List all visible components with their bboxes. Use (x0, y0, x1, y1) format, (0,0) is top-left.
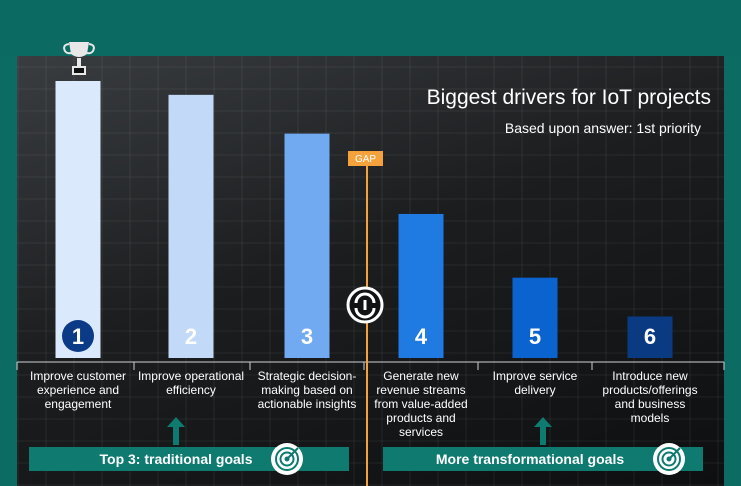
gap-logo-icon (346, 286, 384, 324)
header-band (0, 0, 741, 56)
traditional-goals-label: Top 3: traditional goals (99, 451, 253, 467)
gap-tag (348, 151, 383, 166)
category-label-6: Introduce new products/offerings and bus… (602, 369, 698, 425)
gap-label: GAP (355, 154, 376, 165)
trophy-icon (63, 42, 95, 75)
rank-number-2: 2 (185, 324, 197, 349)
category-label-2: Improve operational efficiency (137, 369, 245, 397)
chart-title: Biggest drivers for IoT projects (426, 86, 711, 109)
chart-panel (17, 56, 724, 486)
bar-5 (512, 277, 558, 358)
bar-2 (168, 94, 214, 358)
target-icon (271, 443, 303, 475)
rank-badge-1 (62, 320, 94, 352)
target-icon (653, 443, 685, 475)
category-label-1: Improve customer experience and engageme… (29, 369, 127, 411)
transformational-goals-label: More transformational goals (435, 451, 625, 467)
bar-4 (398, 213, 444, 358)
rank-number-3: 3 (301, 324, 313, 349)
bar-1 (55, 81, 101, 358)
rank-number-6: 6 (644, 324, 656, 349)
rank-number-5: 5 (529, 324, 541, 349)
transformational-goals-banner: More transformational goals (383, 447, 703, 471)
rank-number-4: 4 (415, 324, 428, 349)
up-arrow-icon (167, 417, 185, 445)
category-label-5: Improve service delivery (492, 369, 578, 397)
category-label-4: Generate new revenue streams from value-… (374, 369, 468, 439)
chart-subtitle: Based upon answer: 1st priority (504, 120, 701, 136)
bar-6 (627, 316, 673, 358)
bar-3 (284, 133, 330, 358)
rank-number-1: 1 (72, 324, 84, 349)
up-arrow-icon (534, 417, 552, 445)
category-label-3: Strategic decision-making based on actio… (257, 369, 357, 411)
